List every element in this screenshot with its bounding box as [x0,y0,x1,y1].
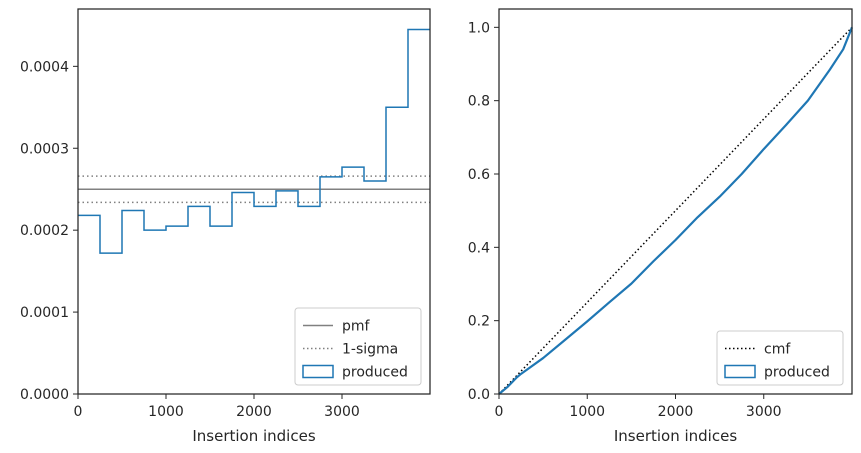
x-tick-label: 3000 [324,404,360,420]
y-tick-label: 0.0000 [20,387,69,403]
x-axis-label: Insertion indices [192,427,315,445]
legend-label-produced: produced [342,365,408,381]
legend-label-cmf: cmf [764,342,791,358]
cmf-curve-panel: 0 1000 2000 3000 0.0 0.2 0.4 0.6 0.8 1.0 Insertion… [468,8,854,445]
y-tick-label: 0.0 [468,387,490,403]
produced-step-line [78,28,430,254]
y-tick-label: 0.0001 [20,305,69,321]
legend-label-1-sigma: 1-sigma [342,342,398,358]
x-tick-label: 0 [74,404,83,420]
y-tick-label: 0.2 [468,314,490,330]
x-axis-label: Insertion indices [614,427,737,445]
histogram-bin [122,211,144,394]
y-tick-label: 0.0003 [20,141,69,157]
legend-swatch-produced [724,364,756,379]
legend-box [716,330,844,386]
x-tick-label: 0 [495,404,504,420]
y-tick-label: 1.0 [468,20,490,36]
produced-cdf-line [498,26,854,395]
histogram-bin [232,192,254,394]
cmf-line [498,26,853,395]
y-tick-label: 0.0004 [20,59,69,75]
x-tick-label: 3000 [746,404,782,420]
y-tick-label: 0.4 [468,240,490,256]
legend: pmf 1-sigma produced [294,307,422,386]
y-tick-label: 0.6 [468,167,490,183]
pmf-histogram-panel: 0 1000 2000 3000 0.0000 0.0001 0.0002 0.0003 0.0… [20,8,431,445]
legend: cmf produced [716,330,844,386]
legend-label-pmf: pmf [342,319,371,335]
y-tick-label: 0.0002 [20,223,69,239]
x-tick-label: 2000 [236,404,272,420]
x-tick-label: 1000 [148,404,184,420]
histogram-bin [144,230,166,394]
histogram-bin [188,206,210,394]
legend-swatch-produced [302,364,334,379]
produced-histogram [78,28,430,394]
x-tick-label: 1000 [569,404,605,420]
histogram-bin [210,226,232,394]
x-tick-label: 2000 [658,404,694,420]
histogram-bin [100,253,122,394]
y-tick-label: 0.8 [468,94,490,110]
histogram-bin [254,206,276,394]
histogram-bin [166,226,188,394]
histogram-bin [78,215,100,394]
legend-label-produced: produced [764,365,830,381]
